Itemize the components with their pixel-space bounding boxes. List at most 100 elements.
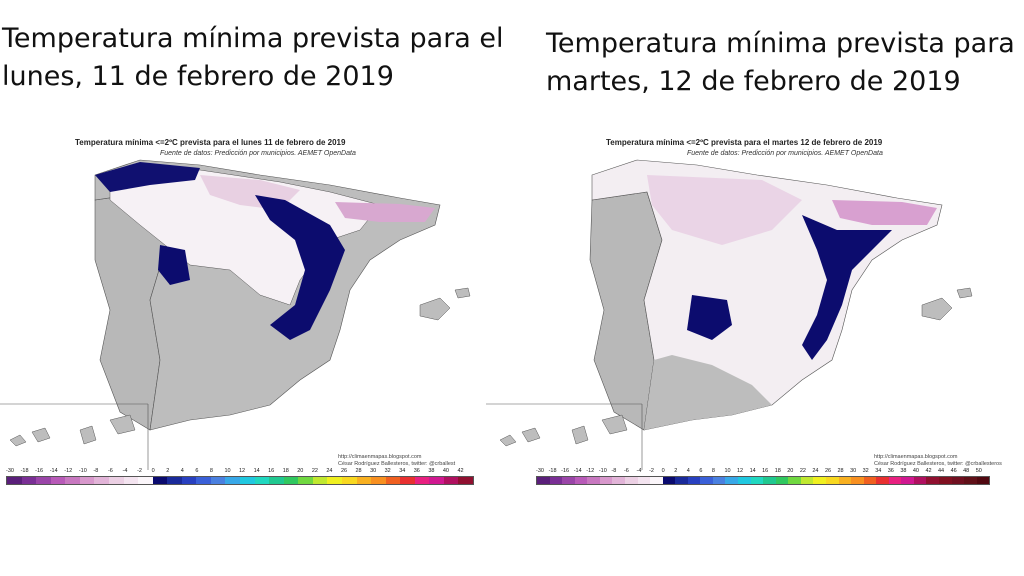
legend-tick-label: -6: [107, 468, 113, 474]
legend-tick-label: 0: [661, 468, 665, 474]
legend-color-swatch: [939, 477, 952, 484]
legend-color-swatch: [79, 477, 95, 484]
legend-color-swatch: [138, 477, 153, 484]
legend-tick-label: 6: [699, 468, 703, 474]
legend-color-swatch: [327, 477, 342, 484]
ebro-frost-band: [802, 215, 892, 360]
legend-color-bar: [6, 476, 474, 485]
legend-tick-label: 32: [384, 468, 391, 474]
legend-tick-label: 2: [166, 468, 170, 474]
legend-color-swatch: [800, 477, 814, 484]
legend-color-swatch: [599, 477, 613, 484]
legend-tick-label: -10: [598, 468, 607, 474]
legend-color-swatch: [587, 477, 600, 484]
legend-color-swatch: [650, 477, 663, 484]
forecast-map: Temperatura mínima <=2ºC prevista para e…: [472, 130, 1002, 490]
legend-color-swatch: [675, 477, 688, 484]
legend-color-swatch: [123, 477, 139, 484]
legend-color-swatch: [21, 477, 37, 484]
legend-tick-label: 20: [787, 468, 794, 474]
legend-color-swatch: [385, 477, 401, 484]
legend-tick-label: 38: [428, 468, 435, 474]
legend-tick-label: 24: [326, 468, 333, 474]
legend-color-swatch: [775, 477, 789, 484]
balearic-islands: [921, 287, 973, 321]
legend-color-swatch: [838, 477, 852, 484]
legend-color-swatch: [537, 477, 550, 484]
legend-tick-label: 2: [674, 468, 678, 474]
legend-color-swatch: [951, 477, 965, 484]
legend-tick-label: 8: [209, 468, 213, 474]
panel-heading: Temperatura mínima prevista para el lune…: [2, 20, 504, 96]
heading-line-1: Temperatura mínima prevista para el: [546, 28, 1024, 59]
legend-color-swatch: [851, 477, 864, 484]
legend-tick-label: 30: [850, 468, 857, 474]
legend-color-swatch: [888, 477, 902, 484]
legend-tick-label: 46: [950, 468, 957, 474]
legend-color-swatch: [269, 477, 284, 484]
legend-color-swatch: [108, 477, 124, 484]
map-title: Temperatura mínima <=2ºC prevista para e…: [606, 138, 883, 147]
legend-tick-label: 10: [224, 468, 231, 474]
legend-color-swatch: [825, 477, 839, 484]
pyrenees-pink: [832, 200, 937, 225]
legend-color-swatch: [913, 477, 927, 484]
legend-tick-label: 36: [413, 468, 420, 474]
legend-color-swatch: [725, 477, 738, 484]
legend-color-swatch: [167, 477, 182, 484]
legend-tick-label: 38: [900, 468, 907, 474]
legend-color-swatch: [225, 477, 240, 484]
legend-color-swatch: [612, 477, 625, 484]
map-credit: http://climaenmapas.blogspot.com César R…: [338, 454, 455, 468]
legend-color-swatch: [863, 477, 877, 484]
legend-tick-label: -2: [137, 468, 142, 474]
southwest-frost-patch: [687, 295, 732, 340]
legend-tick-label: 6: [195, 468, 199, 474]
legend-tick-label: 40: [442, 468, 449, 474]
credit-author: César Rodríguez Ballesteros, twitter: @c…: [338, 461, 456, 467]
west-frost-patch: [158, 245, 190, 285]
legend-color-swatch: [458, 477, 473, 484]
legend-tick-label: -6: [623, 468, 629, 474]
legend-tick-label: -12: [64, 468, 73, 474]
legend-color-swatch: [356, 477, 372, 484]
legend-tick-label: 14: [749, 468, 756, 474]
legend-color-swatch: [341, 477, 357, 484]
legend-tick-label: -18: [548, 468, 557, 474]
map-title: Temperatura mínima <=2ºC prevista para e…: [75, 138, 346, 147]
legend-tick-label: 20: [297, 468, 304, 474]
panel-heading: Temperatura mínima prevista para el mart…: [546, 25, 1024, 101]
canary-islands: [9, 414, 136, 447]
legend-tick-label: 40: [912, 468, 919, 474]
legend-tick-label: 42: [925, 468, 932, 474]
legend-tick-label: 4: [686, 468, 690, 474]
legend-color-swatch: [443, 477, 459, 484]
credit-author: César Rodríguez Ballesteros, twitter: @c…: [874, 461, 1002, 467]
legend-tick-label: -30: [536, 468, 544, 474]
legend-color-swatch: [36, 477, 51, 484]
legend-color-swatch: [624, 477, 638, 484]
balearic-islands: [419, 287, 471, 321]
legend-color-swatch: [65, 477, 80, 484]
legend-tick-label: 0: [151, 468, 155, 474]
legend-tick-label: -4: [636, 468, 642, 474]
legend-tick-label: 14: [253, 468, 260, 474]
legend-color-swatch: [94, 477, 109, 484]
legend-color-swatch: [196, 477, 211, 484]
iberian-frost-band: [255, 195, 345, 340]
legend-color-swatch: [7, 477, 22, 484]
legend-tick-label: 26: [824, 468, 832, 474]
legend-tick-label: -16: [35, 468, 44, 474]
credit-url: http://climaenmapas.blogspot.com: [874, 454, 958, 460]
legend-tick-label: -2: [649, 468, 654, 474]
legend-tick-label: 18: [282, 468, 289, 474]
heading-line-2: lunes, 11 de febrero de 2019: [2, 61, 394, 92]
canary-islands: [499, 414, 628, 447]
legend-color-swatch: [738, 477, 751, 484]
southern-grey: [644, 355, 772, 430]
legend-color-swatch: [901, 477, 914, 484]
legend-tick-label: -8: [611, 468, 617, 474]
legend-color-swatch: [662, 477, 676, 484]
legend-tick-label: 18: [774, 468, 781, 474]
legend-color-swatch: [371, 477, 386, 484]
